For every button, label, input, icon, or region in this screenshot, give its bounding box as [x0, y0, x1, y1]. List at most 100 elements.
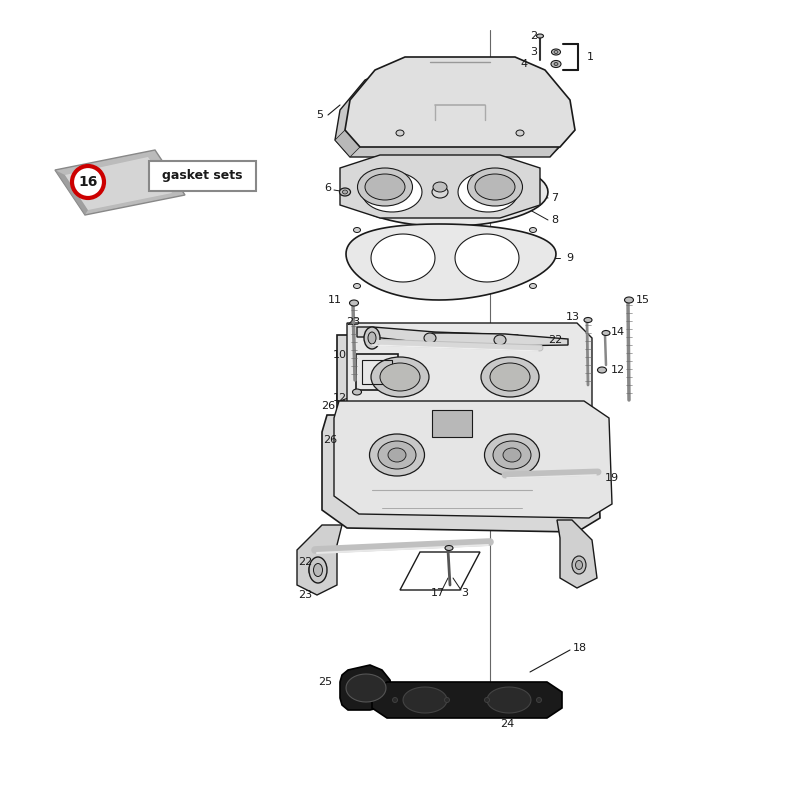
Polygon shape: [357, 327, 518, 344]
Polygon shape: [335, 67, 565, 157]
Text: 2: 2: [530, 31, 538, 41]
Ellipse shape: [530, 227, 537, 233]
Text: 12: 12: [333, 393, 347, 403]
Text: 3: 3: [462, 588, 469, 598]
Polygon shape: [65, 157, 172, 210]
Ellipse shape: [342, 190, 347, 194]
Text: gasket sets: gasket sets: [162, 170, 242, 182]
Polygon shape: [322, 415, 600, 532]
Text: 23: 23: [298, 590, 312, 600]
Ellipse shape: [584, 318, 592, 322]
Ellipse shape: [354, 283, 361, 289]
Polygon shape: [297, 525, 342, 595]
Ellipse shape: [503, 448, 521, 462]
Circle shape: [72, 166, 104, 198]
Ellipse shape: [388, 448, 406, 462]
Ellipse shape: [551, 61, 561, 67]
Polygon shape: [403, 687, 447, 713]
Polygon shape: [347, 323, 592, 433]
Ellipse shape: [572, 556, 586, 574]
Polygon shape: [487, 687, 531, 713]
Ellipse shape: [358, 168, 413, 206]
Ellipse shape: [350, 300, 358, 306]
Ellipse shape: [485, 434, 539, 476]
Polygon shape: [346, 224, 556, 300]
Ellipse shape: [396, 130, 404, 136]
Polygon shape: [340, 665, 392, 710]
Polygon shape: [455, 234, 519, 282]
Ellipse shape: [575, 561, 582, 570]
Text: 26: 26: [323, 435, 337, 445]
Polygon shape: [458, 172, 518, 212]
Text: 12: 12: [611, 365, 625, 375]
Ellipse shape: [370, 434, 425, 476]
Ellipse shape: [378, 441, 416, 469]
Text: 3: 3: [530, 47, 538, 57]
Ellipse shape: [432, 186, 448, 198]
Ellipse shape: [551, 49, 561, 55]
Polygon shape: [346, 674, 386, 702]
Ellipse shape: [433, 182, 447, 192]
Text: 9: 9: [566, 253, 574, 263]
Ellipse shape: [314, 563, 322, 577]
Ellipse shape: [424, 333, 436, 343]
Text: 14: 14: [611, 327, 625, 337]
Ellipse shape: [598, 367, 606, 373]
Polygon shape: [334, 401, 612, 518]
Ellipse shape: [490, 363, 530, 391]
Text: 13: 13: [566, 312, 580, 322]
Polygon shape: [337, 335, 582, 445]
Text: 5: 5: [317, 110, 323, 120]
Text: 26: 26: [321, 401, 335, 411]
Ellipse shape: [467, 168, 522, 206]
Polygon shape: [55, 170, 88, 215]
Polygon shape: [550, 130, 575, 157]
Ellipse shape: [554, 50, 558, 54]
Text: 16: 16: [78, 175, 98, 189]
Ellipse shape: [364, 327, 380, 349]
Text: 8: 8: [551, 215, 558, 225]
Ellipse shape: [493, 441, 531, 469]
Polygon shape: [348, 158, 548, 226]
Polygon shape: [55, 150, 185, 215]
Ellipse shape: [537, 698, 542, 702]
Text: 7: 7: [551, 193, 558, 203]
Ellipse shape: [368, 332, 376, 344]
Text: 24: 24: [500, 719, 514, 729]
Text: 17: 17: [431, 588, 445, 598]
Ellipse shape: [380, 363, 420, 391]
Polygon shape: [362, 172, 422, 212]
Text: 22: 22: [298, 557, 312, 567]
Polygon shape: [340, 155, 540, 218]
Text: 10: 10: [333, 350, 347, 360]
Text: 18: 18: [573, 643, 587, 653]
Polygon shape: [432, 410, 472, 437]
Polygon shape: [345, 57, 575, 147]
Ellipse shape: [365, 174, 405, 200]
Ellipse shape: [530, 283, 537, 289]
Ellipse shape: [354, 227, 361, 233]
Ellipse shape: [309, 560, 325, 580]
Ellipse shape: [554, 62, 558, 66]
Ellipse shape: [445, 698, 450, 702]
Ellipse shape: [625, 297, 634, 303]
Polygon shape: [372, 682, 562, 718]
Ellipse shape: [494, 335, 506, 345]
Polygon shape: [335, 130, 360, 157]
Text: 4: 4: [521, 59, 527, 69]
Ellipse shape: [602, 330, 610, 335]
Ellipse shape: [475, 174, 515, 200]
Text: 25: 25: [318, 677, 332, 687]
Polygon shape: [557, 520, 597, 588]
Ellipse shape: [485, 698, 490, 702]
Text: 11: 11: [328, 295, 342, 305]
Text: 19: 19: [605, 473, 619, 483]
Ellipse shape: [516, 130, 524, 136]
Ellipse shape: [537, 34, 543, 38]
Text: 22: 22: [548, 335, 562, 345]
Ellipse shape: [313, 565, 321, 575]
Text: 1: 1: [586, 52, 594, 62]
Ellipse shape: [309, 557, 327, 583]
Ellipse shape: [371, 357, 429, 397]
Text: 6: 6: [325, 183, 331, 193]
